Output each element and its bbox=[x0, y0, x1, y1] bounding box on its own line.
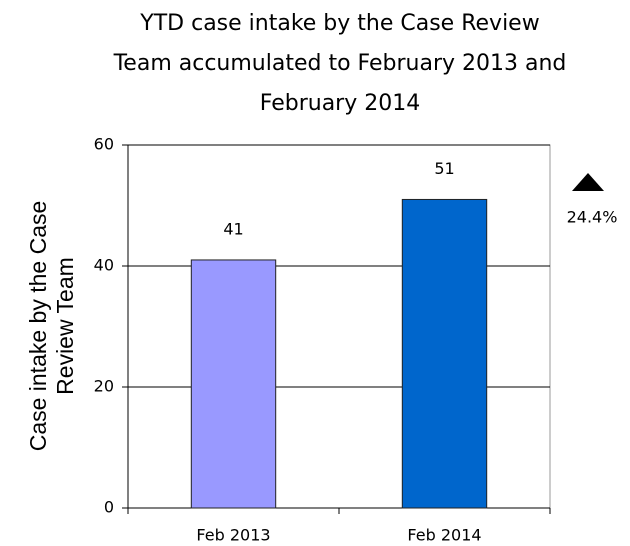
bar bbox=[190, 259, 277, 509]
y-tick-label: 20 bbox=[94, 377, 114, 396]
increase-triangle bbox=[572, 173, 604, 191]
x-tick-label: Feb 2013 bbox=[196, 526, 270, 545]
y-tick-label: 60 bbox=[94, 135, 114, 154]
value-label: 41 bbox=[223, 219, 243, 238]
annotation: 24.4% bbox=[567, 208, 618, 227]
bar bbox=[401, 198, 488, 509]
y-tick-label: 0 bbox=[104, 498, 114, 517]
x-tick-label: Feb 2014 bbox=[407, 526, 481, 545]
chart-title: YTD case intake by the Case Review Team … bbox=[113, 11, 567, 116]
y-tick-label: 40 bbox=[94, 256, 114, 275]
value-label: 51 bbox=[434, 159, 454, 178]
